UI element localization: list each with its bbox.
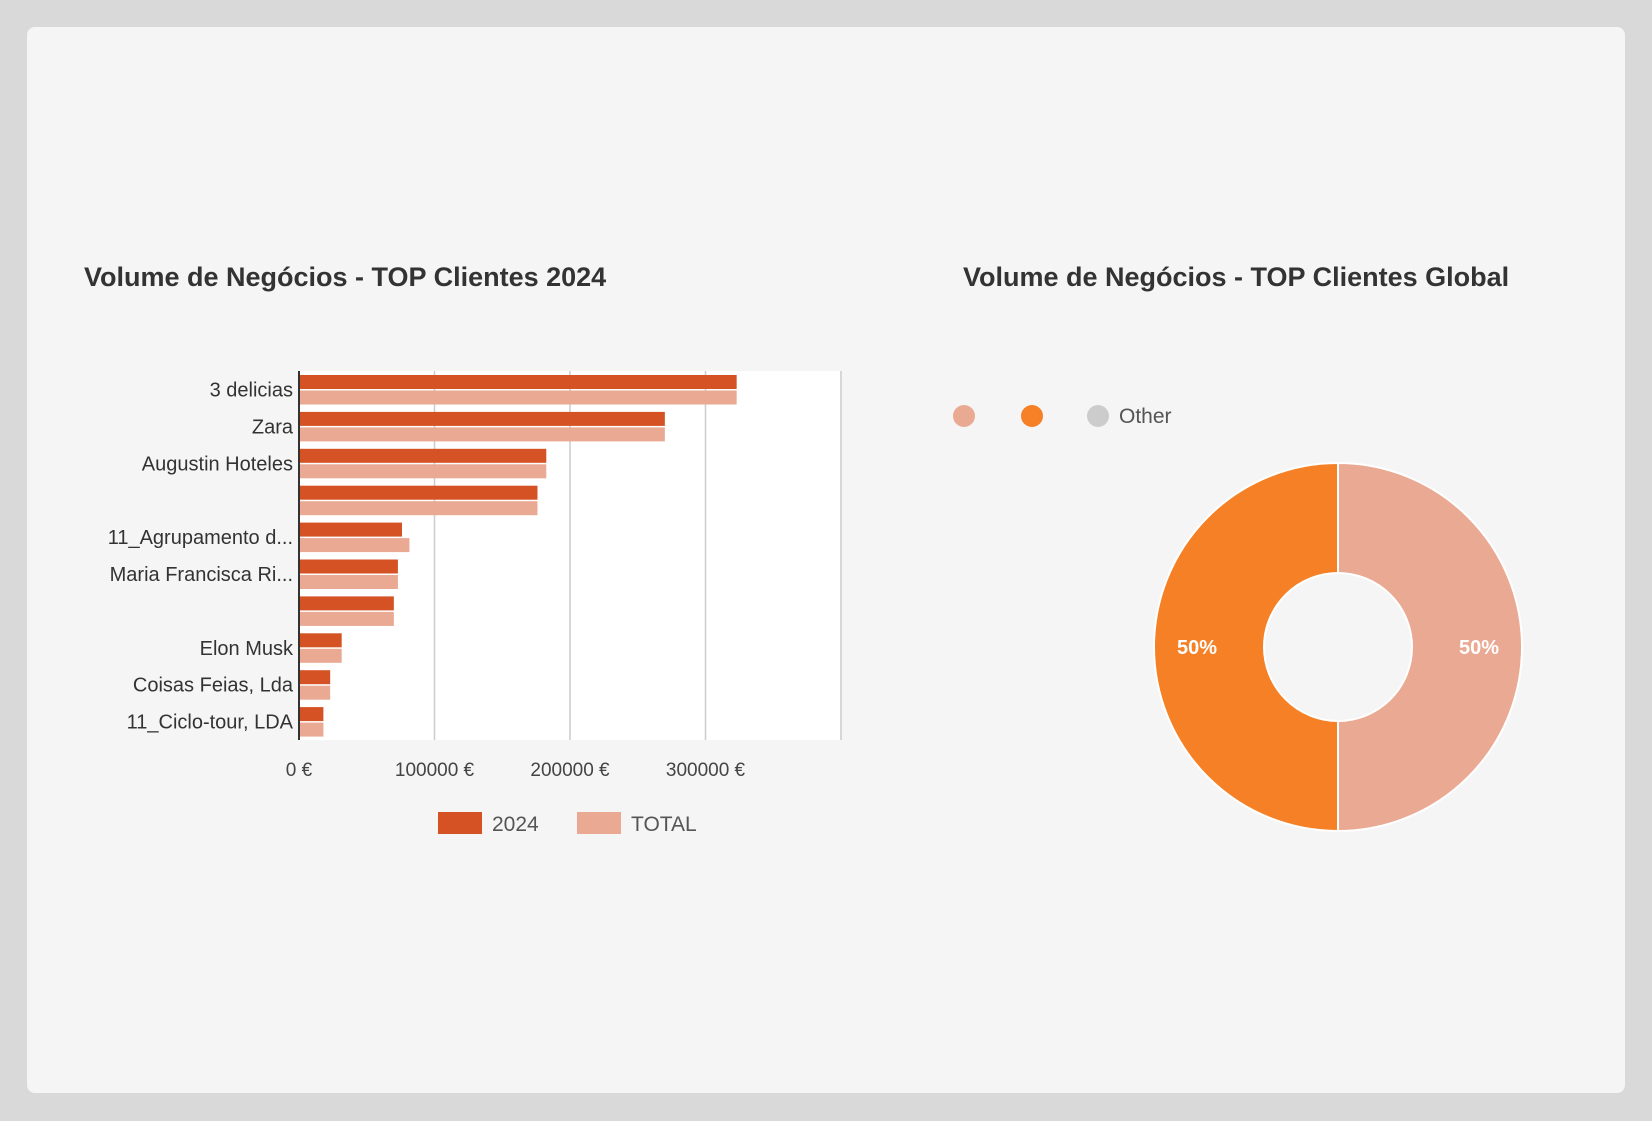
bar-total: [299, 501, 538, 516]
y-category-label: Augustin Hoteles: [142, 453, 293, 475]
y-category-label: Zara: [252, 416, 294, 438]
y-category-label: 11_Agrupamento d...: [108, 527, 293, 549]
x-tick-label: 300000 €: [666, 760, 746, 781]
bar-2024: [299, 522, 402, 537]
legend-dot: [1021, 405, 1043, 427]
donut-chart-title: Volume de Negócios - TOP Clientes Global: [963, 262, 1510, 292]
bar-total: [299, 464, 547, 479]
bar-2024: [299, 448, 547, 463]
bar-2024: [299, 411, 665, 426]
donut-slice: [1337, 461, 1523, 833]
bar-total: [299, 427, 665, 442]
y-category-label: 11_Ciclo-tour, LDA: [127, 712, 294, 734]
legend-swatch-total: [577, 812, 621, 834]
bar-2024: [299, 670, 331, 685]
y-category-label: 3 delicias: [210, 379, 293, 401]
bar-2024: [299, 707, 324, 722]
bar-total: [299, 538, 410, 553]
legend-dot: [953, 405, 975, 427]
bar-2024: [299, 559, 398, 574]
bar-total: [299, 648, 342, 663]
y-category-label: Maria Francisca Ri...: [110, 564, 293, 586]
y-category-label: Coisas Feias, Lda: [133, 675, 294, 697]
bar-2024: [299, 596, 394, 611]
x-tick-label: 100000 €: [395, 760, 475, 781]
legend-dot: [1087, 405, 1109, 427]
bar-chart-title: Volume de Negócios - TOP Clientes 2024: [84, 262, 607, 292]
bar-total: [299, 611, 394, 626]
legend-label: 2024: [492, 813, 539, 836]
bar-total: [299, 575, 398, 589]
bar-total: [299, 685, 331, 700]
y-category-label: Elon Musk: [200, 638, 294, 660]
legend-swatch-2024: [438, 812, 482, 834]
legend-label: TOTAL: [631, 813, 697, 836]
donut-slice: [1153, 461, 1339, 833]
slice-data-label: 50%: [1177, 637, 1217, 659]
slice-data-label: 50%: [1459, 637, 1499, 659]
x-tick-label: 200000 €: [530, 760, 610, 781]
bar-total: [299, 722, 324, 737]
bar-2024: [299, 375, 737, 389]
bar-2024: [299, 633, 342, 648]
legend-label: Other: [1119, 405, 1172, 428]
bar-2024: [299, 485, 538, 500]
bar-total: [299, 390, 737, 405]
x-tick-label: 0 €: [286, 760, 313, 781]
